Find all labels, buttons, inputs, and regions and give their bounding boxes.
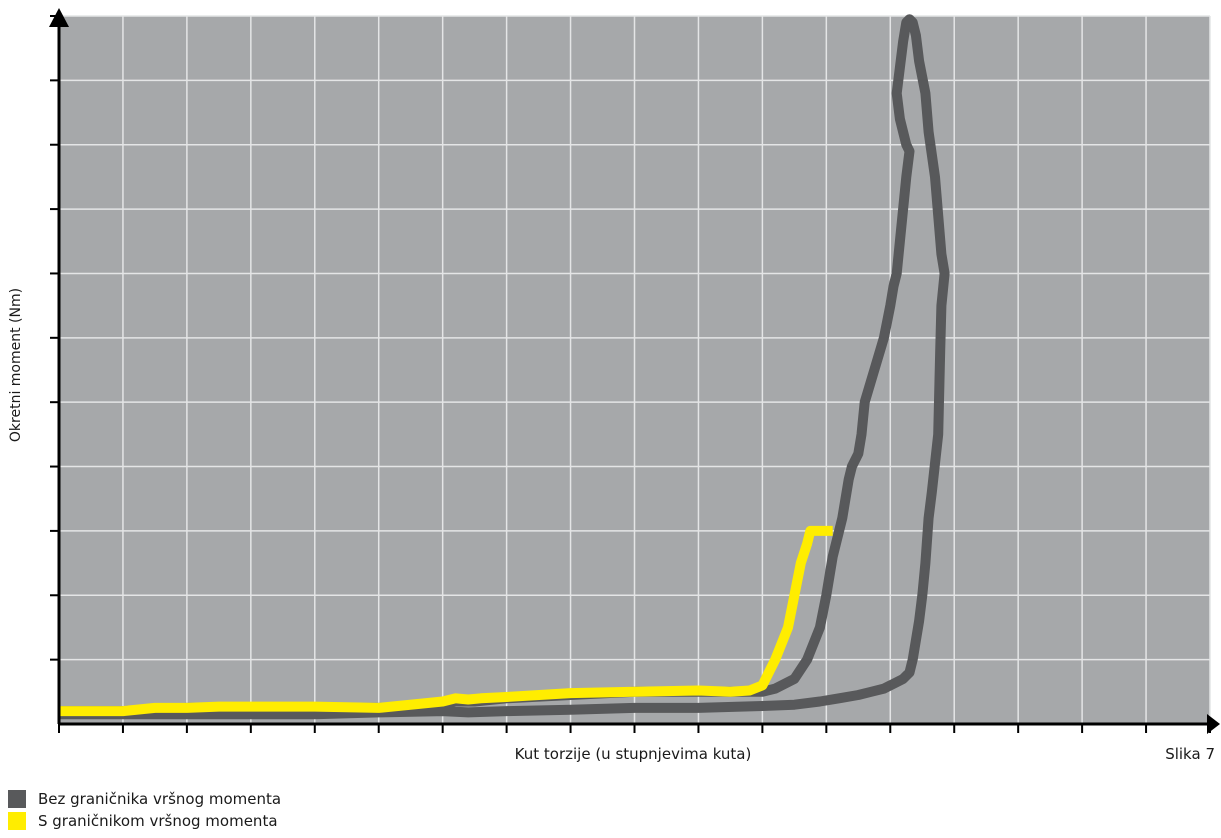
legend-label: Bez graničnika vršnog momenta	[38, 790, 282, 808]
legend-item-without-limiter: Bez graničnika vršnog momenta	[8, 788, 281, 810]
y-axis-label: Okretni moment (Nm)	[8, 287, 24, 443]
figure-label: Slika 7	[1165, 745, 1215, 763]
axes	[49, 8, 1220, 734]
grid-lines	[59, 15, 1211, 724]
series-line-with-limiter	[59, 525, 833, 717]
legend-item-with-limiter: S graničnikom vršnog momenta	[8, 810, 281, 832]
legend-label: S graničnikom vršnog momenta	[38, 812, 278, 830]
legend-swatch-yellow	[8, 812, 26, 830]
series-line-without-limiter	[59, 14, 950, 720]
x-axis-arrow	[1207, 714, 1220, 734]
y-axis-arrow	[49, 8, 69, 27]
x-axis-label: Kut torzije (u stupnjevima kuta)	[514, 745, 752, 763]
data-series	[59, 14, 950, 720]
legend: Bez graničnika vršnog momenta S granični…	[8, 788, 281, 832]
legend-swatch-dark-gray	[8, 790, 26, 808]
